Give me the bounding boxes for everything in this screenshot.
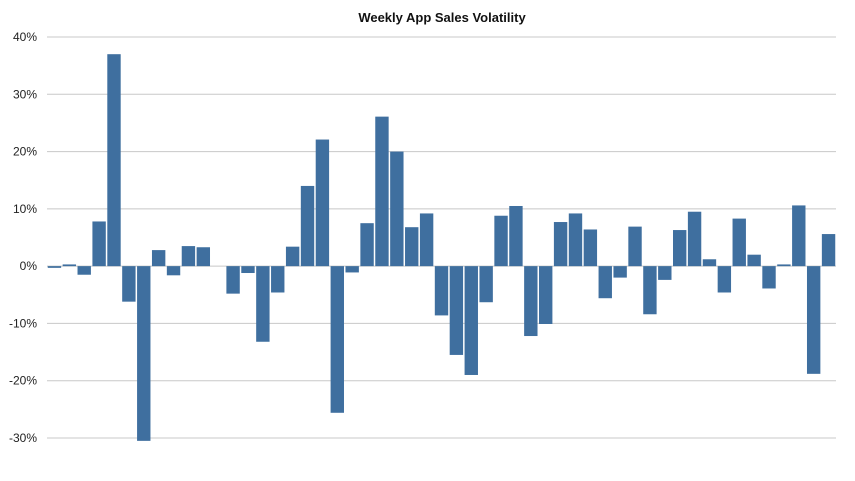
bar-week-42 bbox=[658, 266, 672, 280]
y-tick-label: 0% bbox=[20, 259, 38, 273]
bar-week-51 bbox=[792, 205, 806, 267]
bar-week-26 bbox=[419, 213, 434, 267]
bar-week-40 bbox=[628, 226, 642, 267]
bar-week-53 bbox=[821, 234, 836, 267]
bar-week-39 bbox=[613, 266, 627, 278]
bar-week-30 bbox=[479, 266, 493, 303]
bar-week-28 bbox=[449, 266, 464, 355]
bar-week-5 bbox=[107, 54, 121, 267]
bar-week-29 bbox=[464, 266, 478, 375]
bar-week-20 bbox=[330, 266, 344, 413]
bar-week-41 bbox=[643, 266, 657, 315]
bar-week-19 bbox=[315, 139, 330, 267]
bar-week-23 bbox=[375, 116, 389, 267]
y-axis-tick-labels: 40% 30% 20% 10% 0% -10% -20% -30% bbox=[9, 30, 37, 445]
bar-week-46 bbox=[717, 266, 732, 293]
y-tick-label: 20% bbox=[13, 145, 37, 159]
bar-week-11 bbox=[196, 247, 211, 267]
bar-week-25 bbox=[405, 227, 419, 267]
bar-week-21 bbox=[345, 266, 359, 273]
y-tick-label: 30% bbox=[13, 87, 37, 101]
grid-lines bbox=[47, 36, 836, 439]
chart-title: Weekly App Sales Volatility bbox=[358, 10, 526, 25]
bar-week-27 bbox=[434, 266, 449, 316]
bar-week-31 bbox=[494, 215, 508, 267]
bar-week-4 bbox=[92, 221, 106, 267]
bar-week-18 bbox=[300, 185, 315, 267]
bar-week-7 bbox=[137, 266, 151, 441]
bar-week-43 bbox=[673, 230, 687, 267]
bar-week-10 bbox=[181, 246, 196, 267]
bar-week-22 bbox=[360, 223, 374, 267]
bar-week-1 bbox=[47, 266, 62, 268]
bar-week-16 bbox=[271, 266, 285, 293]
bar-week-13 bbox=[226, 266, 240, 294]
bar-week-6 bbox=[122, 266, 136, 302]
bar-week-35 bbox=[553, 222, 568, 267]
bar-week-34 bbox=[539, 266, 553, 324]
bars bbox=[47, 54, 836, 441]
y-tick-label: 40% bbox=[13, 30, 37, 44]
bar-week-48 bbox=[747, 254, 761, 267]
y-tick-label: 10% bbox=[13, 202, 37, 216]
bar-week-2 bbox=[62, 264, 77, 267]
bar-week-52 bbox=[806, 266, 821, 374]
bar-week-8 bbox=[151, 250, 166, 267]
bar-week-44 bbox=[687, 211, 702, 267]
bar-week-45 bbox=[702, 259, 717, 267]
y-tick-label: -10% bbox=[9, 316, 37, 330]
bar-week-50 bbox=[777, 264, 791, 267]
bar-week-37 bbox=[583, 229, 598, 267]
bar-week-33 bbox=[524, 266, 538, 337]
bar-week-38 bbox=[598, 266, 612, 299]
bar-week-47 bbox=[732, 218, 746, 267]
bar-week-32 bbox=[509, 205, 523, 267]
bar-week-49 bbox=[762, 266, 776, 289]
bar-week-14 bbox=[241, 266, 255, 274]
bar-week-15 bbox=[256, 266, 270, 342]
y-tick-label: -30% bbox=[9, 431, 37, 445]
bar-week-36 bbox=[568, 213, 583, 267]
bar-week-3 bbox=[77, 266, 91, 275]
bar-week-24 bbox=[390, 151, 404, 267]
bar-week-17 bbox=[285, 246, 300, 267]
bar-week-9 bbox=[166, 266, 181, 276]
y-tick-label: -20% bbox=[9, 374, 37, 388]
